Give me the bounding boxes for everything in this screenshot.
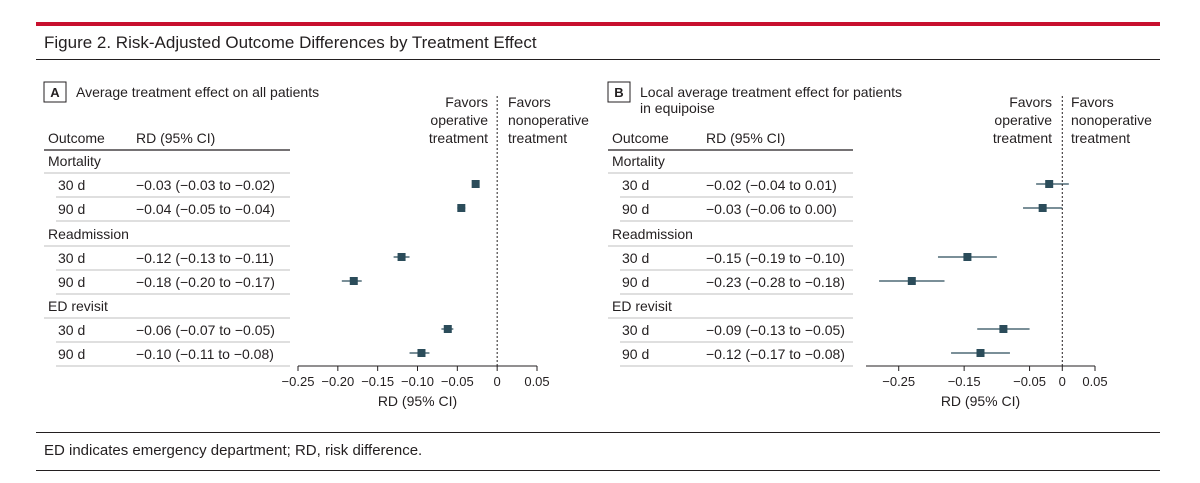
x-axis-label: RD (95% CI) bbox=[378, 393, 457, 409]
favors-operative-label: Favors bbox=[445, 94, 488, 110]
rd-ci-value: −0.15 (−0.19 to −0.10) bbox=[706, 250, 845, 266]
footnote-divider bbox=[36, 432, 1160, 433]
rd-ci-value: −0.18 (−0.20 to −0.17) bbox=[136, 274, 275, 290]
row-label: 90 d bbox=[622, 274, 649, 290]
favors-operative-label: treatment bbox=[993, 130, 1052, 146]
x-tick-label: 0.05 bbox=[524, 374, 549, 389]
row-label: 30 d bbox=[58, 322, 85, 338]
point-estimate-marker bbox=[443, 325, 452, 333]
footnote: ED indicates emergency department; RD, r… bbox=[44, 442, 423, 459]
group-label: ED revisit bbox=[48, 298, 108, 314]
row-label: 30 d bbox=[622, 177, 649, 193]
x-tick-label: −0.05 bbox=[441, 374, 474, 389]
row-label: 30 d bbox=[622, 322, 649, 338]
favors-nonoperative-label: Favors bbox=[508, 94, 551, 110]
row-label: 90 d bbox=[622, 201, 649, 217]
x-tick-label: −0.05 bbox=[1013, 374, 1046, 389]
figure-title: Figure 2. Risk-Adjusted Outcome Differen… bbox=[44, 33, 537, 52]
group-label: Readmission bbox=[612, 226, 693, 242]
row-label: 90 d bbox=[58, 346, 85, 362]
favors-operative-label: Favors bbox=[1009, 94, 1052, 110]
rd-ci-value: −0.03 (−0.06 to 0.00) bbox=[706, 201, 837, 217]
point-estimate-marker bbox=[976, 349, 985, 357]
panel-title: Local average treatment effect for patie… bbox=[640, 84, 902, 100]
point-estimate-marker bbox=[349, 277, 358, 285]
outcome-column-header: Outcome bbox=[612, 130, 669, 146]
panel-title: Average treatment effect on all patients bbox=[76, 84, 319, 100]
x-tick-label: −0.10 bbox=[401, 374, 434, 389]
rd-ci-value: −0.10 (−0.11 to −0.08) bbox=[136, 346, 274, 362]
rd-ci-value: −0.04 (−0.05 to −0.04) bbox=[136, 201, 275, 217]
title-divider bbox=[36, 59, 1160, 60]
favors-nonoperative-label: nonoperative bbox=[508, 112, 589, 128]
group-label: ED revisit bbox=[612, 298, 672, 314]
row-label: 90 d bbox=[622, 346, 649, 362]
x-tick-label: 0 bbox=[494, 374, 501, 389]
x-tick-label: 0.05 bbox=[1082, 374, 1107, 389]
panel-a-letter-box bbox=[43, 81, 67, 103]
point-estimate-marker bbox=[963, 253, 972, 261]
panel-b-letter: B bbox=[614, 85, 623, 100]
outcome-column-header: Outcome bbox=[48, 130, 105, 146]
rd-ci-value: −0.23 (−0.28 to −0.18) bbox=[706, 274, 845, 290]
accent-bar bbox=[36, 22, 1160, 26]
favors-nonoperative-label: nonoperative bbox=[1071, 112, 1152, 128]
favors-nonoperative-label: treatment bbox=[508, 130, 567, 146]
favors-operative-label: treatment bbox=[429, 130, 488, 146]
group-label: Readmission bbox=[48, 226, 129, 242]
rd-column-header: RD (95% CI) bbox=[136, 130, 215, 146]
point-estimate-marker bbox=[1045, 180, 1054, 188]
panel-b-letter-box bbox=[607, 81, 631, 103]
panel-title: in equipoise bbox=[640, 100, 715, 116]
point-estimate-marker bbox=[417, 349, 426, 357]
row-label: 30 d bbox=[622, 250, 649, 266]
group-label: Mortality bbox=[48, 153, 101, 169]
rd-column-header: RD (95% CI) bbox=[706, 130, 785, 146]
x-tick-label: 0 bbox=[1059, 374, 1066, 389]
x-tick-label: −0.15 bbox=[948, 374, 981, 389]
row-label: 90 d bbox=[58, 201, 85, 217]
row-label: 30 d bbox=[58, 250, 85, 266]
favors-nonoperative-label: treatment bbox=[1071, 130, 1130, 146]
point-estimate-marker bbox=[1038, 204, 1047, 212]
row-label: 30 d bbox=[58, 177, 85, 193]
x-tick-label: −0.15 bbox=[361, 374, 394, 389]
rd-ci-value: −0.09 (−0.13 to −0.05) bbox=[706, 322, 845, 338]
x-tick-label: −0.25 bbox=[282, 374, 315, 389]
point-estimate-marker bbox=[471, 180, 480, 188]
rd-ci-value: −0.03 (−0.03 to −0.02) bbox=[136, 177, 275, 193]
rd-ci-value: −0.12 (−0.17 to −0.08) bbox=[706, 346, 845, 362]
point-estimate-marker bbox=[457, 204, 466, 212]
favors-nonoperative-label: Favors bbox=[1071, 94, 1114, 110]
rd-ci-value: −0.12 (−0.13 to −0.11) bbox=[136, 250, 274, 266]
x-tick-label: −0.25 bbox=[882, 374, 915, 389]
point-estimate-marker bbox=[907, 277, 916, 285]
bottom-divider bbox=[36, 470, 1160, 471]
x-axis-label: RD (95% CI) bbox=[941, 393, 1020, 409]
row-label: 90 d bbox=[58, 274, 85, 290]
point-estimate-marker bbox=[999, 325, 1008, 333]
x-tick-label: −0.20 bbox=[321, 374, 354, 389]
favors-operative-label: operative bbox=[430, 112, 488, 128]
panel-a-letter: A bbox=[50, 85, 60, 100]
point-estimate-marker bbox=[397, 253, 406, 261]
rd-ci-value: −0.06 (−0.07 to −0.05) bbox=[136, 322, 275, 338]
favors-operative-label: operative bbox=[994, 112, 1052, 128]
rd-ci-value: −0.02 (−0.04 to 0.01) bbox=[706, 177, 837, 193]
group-label: Mortality bbox=[612, 153, 665, 169]
